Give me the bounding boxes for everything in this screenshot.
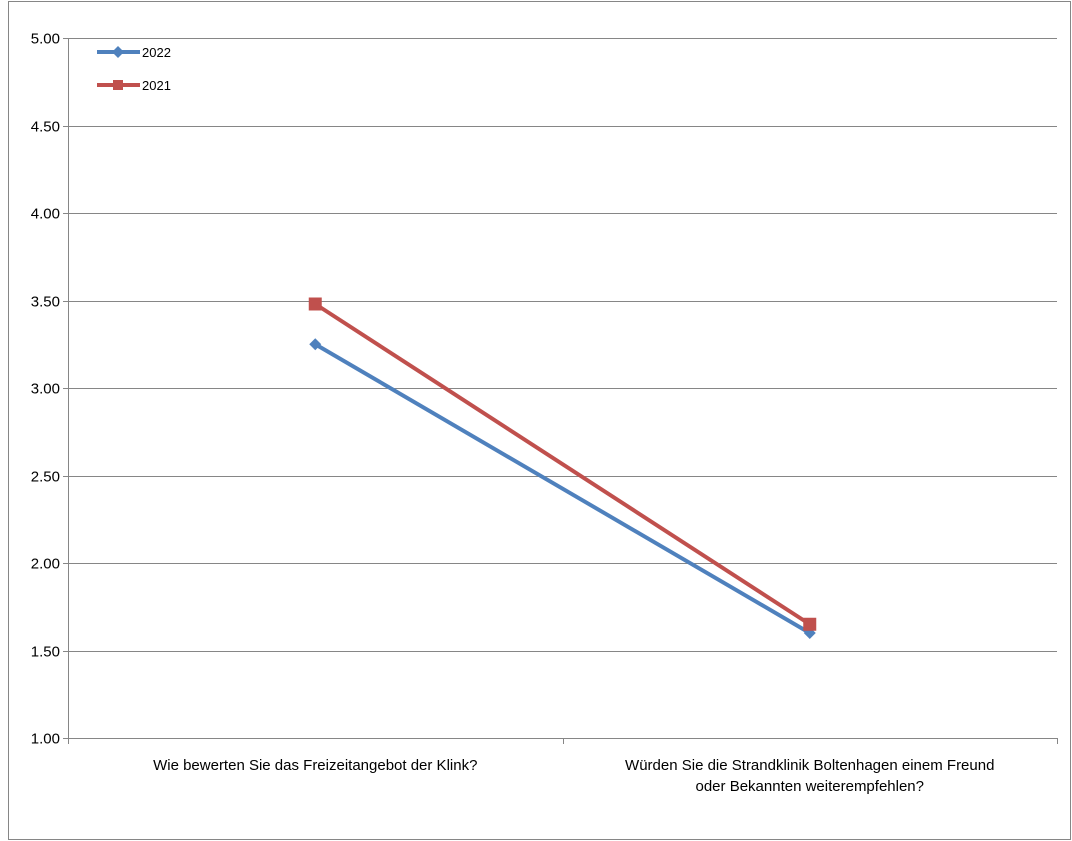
y-tick-label: 2.50 [31, 469, 60, 486]
legend-item: 2021 [97, 78, 171, 93]
legend-item: 2022 [97, 45, 171, 60]
data-point [308, 297, 322, 311]
grid [68, 38, 1057, 652]
y-tick-label: 4.50 [31, 119, 60, 136]
y-tick-label: 3.50 [31, 294, 60, 311]
legend-label: 2022 [142, 45, 171, 60]
legend-label: 2021 [142, 78, 171, 93]
y-axis-ticks: 1.00 1.50 2.00 2.50 3.00 3.50 4.00 4.50 5.00 [31, 31, 60, 748]
series [308, 297, 817, 639]
y-tick-label: 4.00 [31, 206, 60, 223]
axes [63, 38, 1058, 744]
legend-marker [113, 80, 123, 90]
x-category-label: Wie bewerten Sie das Freizeitangebot der… [153, 757, 477, 774]
y-tick-label: 1.00 [31, 731, 60, 748]
series-line [314, 342, 811, 635]
legend: 2022 2021 [97, 45, 171, 93]
y-tick-label: 5.00 [31, 31, 60, 48]
y-tick-label: 2.00 [31, 556, 60, 573]
x-category-label: Würden Sie die Strandklinik Boltenhagen … [625, 757, 994, 795]
y-tick-label: 3.00 [31, 381, 60, 398]
series-2021 [308, 297, 817, 631]
y-tick-label: 1.50 [31, 644, 60, 661]
data-point [309, 338, 322, 351]
chart-border [8, 1, 1071, 840]
legend-marker [112, 46, 124, 58]
series-line [314, 302, 811, 626]
data-point [803, 617, 817, 631]
x-axis-categories: Wie bewerten Sie das Freizeitangebot der… [153, 757, 994, 795]
